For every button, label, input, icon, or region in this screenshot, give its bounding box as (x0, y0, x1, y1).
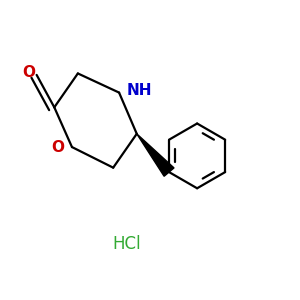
Text: HCl: HCl (112, 235, 141, 253)
Text: NH: NH (126, 83, 152, 98)
Polygon shape (137, 134, 174, 176)
Text: O: O (51, 140, 64, 154)
Text: O: O (22, 65, 35, 80)
